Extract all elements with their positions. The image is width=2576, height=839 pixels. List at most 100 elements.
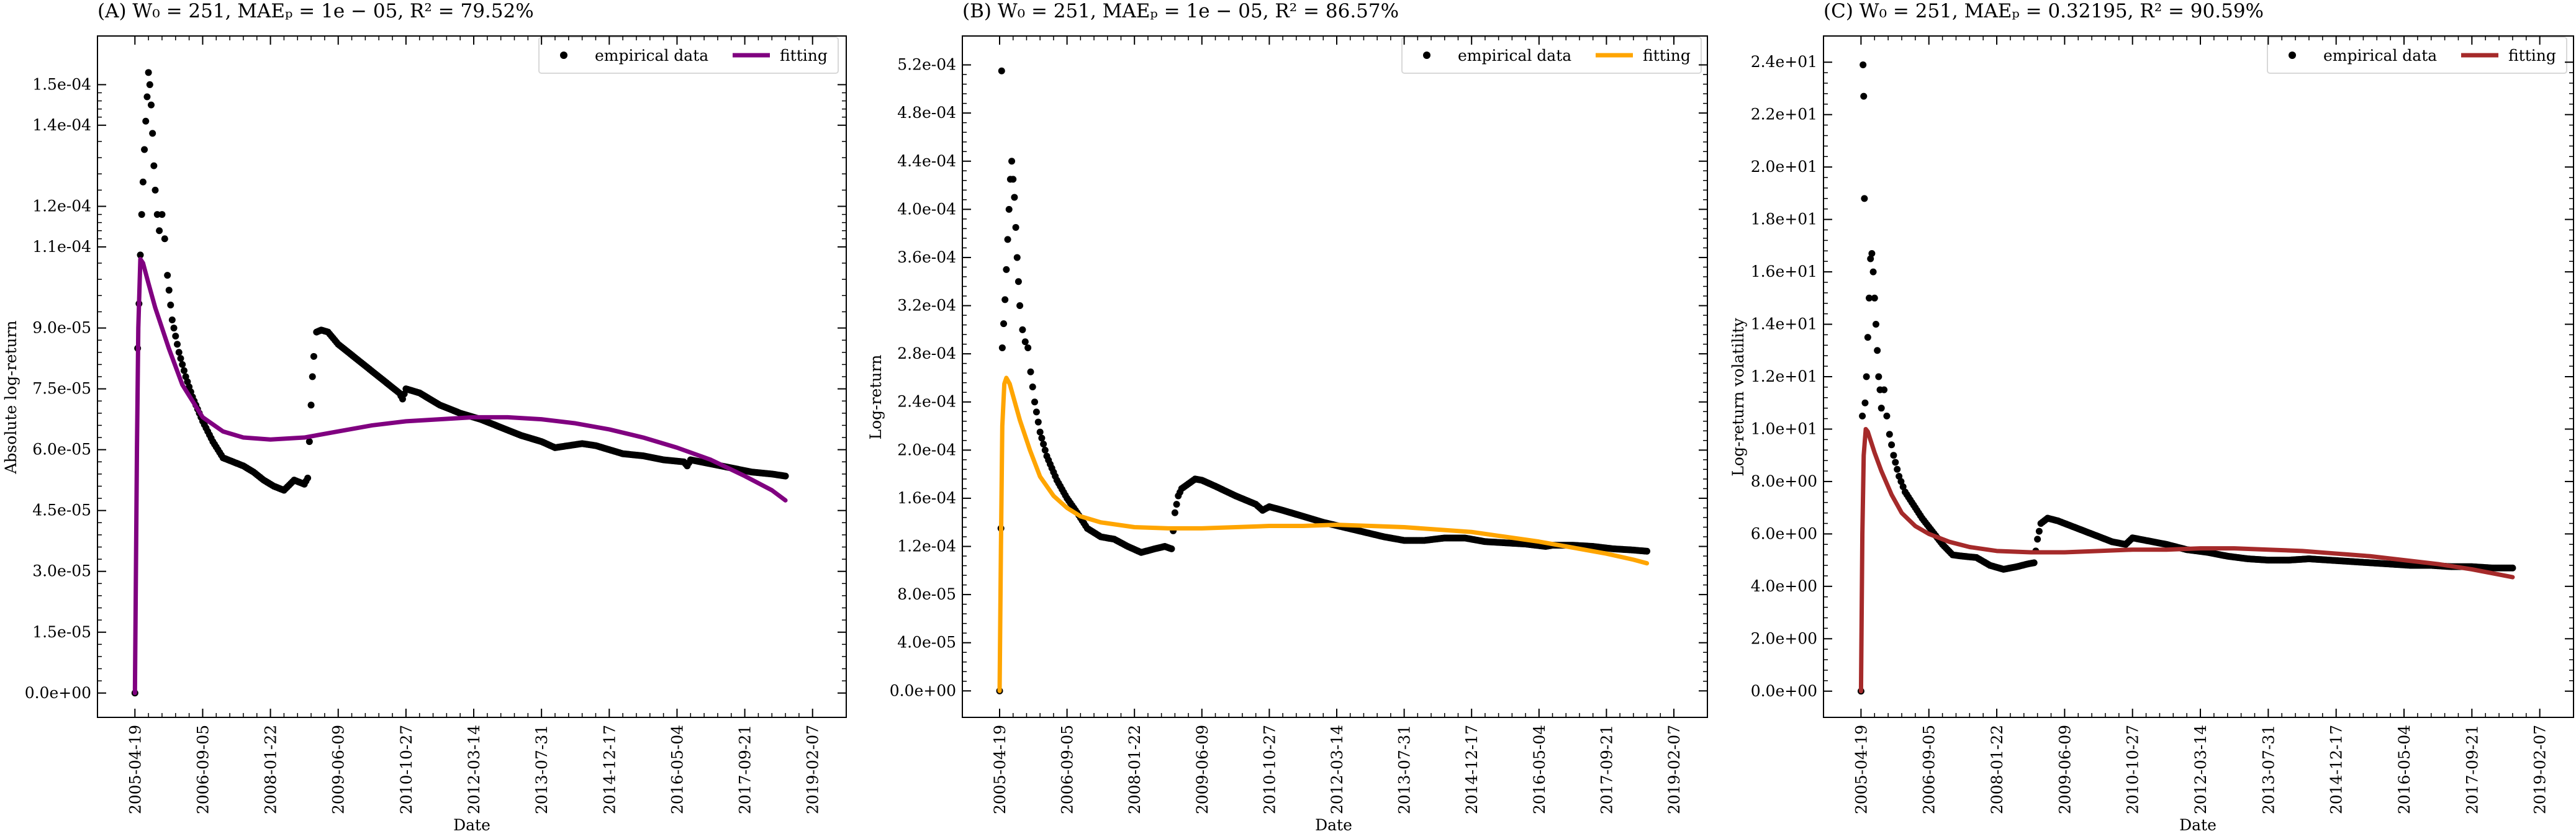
- panel-b-empirical-point: [1011, 194, 1018, 201]
- panel-b-x-tick-label: 2019-02-07: [1665, 725, 1683, 814]
- panel-c-x-tick-label: 2017-09-21: [2463, 725, 2481, 814]
- panel-a-empirical-point: [158, 211, 166, 218]
- panel-b-y-tick-label: 3.6e-04: [897, 248, 956, 266]
- panel-b-empirical-point: [1008, 158, 1016, 165]
- panel-c-empirical-point: [1861, 399, 1869, 406]
- panel-c-empirical-point: [1864, 334, 1871, 341]
- panel-c-empirical-point: [1878, 405, 1885, 412]
- panel-c-empirical-point: [2035, 527, 2043, 535]
- panel-c-y-tick-label: 1.0e+01: [1751, 420, 1817, 437]
- panel-b-empirical-point: [1038, 434, 1046, 442]
- panel-c-x-tick-label: 2012-03-14: [2192, 725, 2210, 814]
- panel-b-empirical-point: [1016, 302, 1024, 310]
- panel-b-x-tick-label: 2012-03-14: [1328, 725, 1346, 814]
- panel-a-x-tick-label: 2016-05-04: [668, 725, 686, 814]
- panel-a-empirical-point: [172, 333, 179, 340]
- panel-a-x-tick-label: 2005-04-19: [126, 725, 144, 814]
- panel-a-legend: empirical data fitting: [538, 37, 839, 74]
- panel-c-empirical-point: [1890, 452, 1897, 459]
- panel-a-empirical-point: [149, 130, 156, 137]
- panel-a-x-tick-label: 2017-09-21: [736, 725, 754, 814]
- panel-b-empirical-point: [1029, 383, 1036, 390]
- panel-a-empirical-point: [174, 341, 181, 348]
- panel-c-y-tick-label: 4.0e+00: [1751, 577, 1817, 595]
- panel-a-empirical-point: [139, 178, 147, 186]
- panel-b-fitting-line: [997, 375, 1650, 693]
- panel-c-empirical-point: [1897, 478, 1905, 485]
- panel-a-y-tick-label: 9.0e-05: [32, 319, 91, 337]
- panel-c: (C) W₀ = 251, MAEₚ = 0.32195, R² = 90.59…: [1729, 0, 2574, 834]
- panel-a-x-tick-label: 2013-07-31: [533, 725, 551, 814]
- panel-b-empirical-point: [1015, 278, 1022, 285]
- panel-a-legend-box: [538, 37, 839, 74]
- panel-a-empirical-point: [177, 355, 184, 362]
- panel-a-empirical-point: [138, 211, 145, 218]
- panel-c-empirical-point: [2034, 536, 2041, 543]
- panel-b: (B) W₀ = 251, MAEₚ = 1e − 05, R² = 86.57…: [867, 0, 1708, 834]
- panel-c-y-tick-label: 2.0e+00: [1751, 629, 1817, 647]
- panel-b-y-tick-label: 4.4e-04: [897, 152, 956, 170]
- panel-a-empirical-point: [309, 373, 316, 380]
- panel-c-empirical-point: [1860, 61, 1867, 68]
- panel-b-y-tick-label: 5.2e-04: [897, 56, 956, 74]
- panel-b-legend-marker: [1423, 52, 1430, 59]
- panel-a-empirical-point: [179, 361, 186, 368]
- panel-a-empirical-point: [142, 117, 150, 125]
- panel-a-y-tick-label: 4.5e-05: [32, 501, 91, 519]
- panel-c-x-tick-label: 2019-02-07: [2531, 725, 2549, 814]
- panel-b-x-tick-label: 2016-05-04: [1530, 725, 1548, 814]
- panel-a-x-label: Date: [453, 816, 490, 834]
- panel-a-legend-marker: [560, 52, 567, 59]
- panel-c-legend-box: [2267, 37, 2567, 74]
- panel-c-x-tick-label: 2014-12-17: [2328, 725, 2346, 814]
- panel-b-empirical-point: [1021, 338, 1029, 346]
- panel-c-x-label: Date: [2179, 816, 2217, 834]
- panel-c-empirical-point: [1886, 431, 1893, 438]
- panel-b-y-tick-label: 3.2e-04: [897, 297, 956, 315]
- panel-a: (A) W₀ = 251, MAEₚ = 1e − 05, R² = 79.52…: [2, 0, 847, 834]
- panel-a-y-tick-label: 3.0e-05: [32, 562, 91, 580]
- panel-c-x-tick-label: 2016-05-04: [2395, 725, 2413, 814]
- panel-c-legend: empirical data fitting: [2267, 37, 2567, 74]
- panel-b-y-tick-label: 4.0e-04: [897, 200, 956, 218]
- panel-b-empirical-series: [996, 67, 1651, 694]
- panel-a-x-tick-label: 2008-01-22: [262, 725, 280, 814]
- panel-b-x-label: Date: [1315, 816, 1352, 834]
- panel-c-y-tick-label: 2.0e+01: [1751, 158, 1817, 176]
- panel-a-y-tick-label: 6.0e-05: [32, 441, 91, 459]
- panel-b-empirical-point: [1034, 418, 1042, 426]
- panel-b-empirical-point: [1003, 266, 1010, 273]
- panel-a-empirical-point: [304, 474, 312, 482]
- panel-a-x-tick-label: 2010-10-27: [397, 725, 415, 814]
- panel-b-x-tick-label: 2009-06-09: [1193, 725, 1211, 814]
- panel-b-empirical-point: [1040, 441, 1047, 448]
- panel-b-empirical-point: [1013, 254, 1021, 261]
- panel-c-empirical-point: [2030, 559, 2038, 567]
- panel-a-empirical-point: [168, 316, 176, 323]
- panel-b-legend-empirical: empirical data: [1458, 47, 1571, 65]
- panel-b-y-tick-label: 4.8e-04: [897, 104, 956, 122]
- panel-b-empirical-point: [1019, 326, 1026, 333]
- panel-b-x-tick-label: 2006-09-05: [1059, 725, 1077, 814]
- panel-c-empirical-point: [1863, 373, 1870, 380]
- panel-c-y-tick-label: 1.8e+01: [1751, 210, 1817, 228]
- panel-c-y-tick-label: 6.0e+00: [1751, 524, 1817, 542]
- panel-a-empirical-point: [782, 472, 789, 480]
- panel-b-empirical-point: [1010, 176, 1017, 183]
- panel-a-empirical-point: [305, 438, 313, 446]
- panel-c-x-tick-label: 2006-09-05: [1920, 725, 1938, 814]
- panel-a-empirical-point: [307, 402, 315, 409]
- panel-b-y-tick-label: 0.0e+00: [890, 681, 956, 699]
- panel-c-fitting-line: [1858, 426, 2515, 694]
- panel-c-legend-marker: [2289, 52, 2296, 59]
- panel-a-empirical-point: [153, 211, 161, 218]
- panel-c-x-tick-label: 2009-06-09: [2056, 725, 2074, 814]
- panel-b-y-tick-label: 4.0e-05: [897, 634, 956, 652]
- panel-a-frame: [97, 35, 847, 718]
- panel-c-empirical-point: [1894, 465, 1901, 473]
- panel-c-empirical-point: [1872, 321, 1879, 328]
- panel-b-legend-fitting: fitting: [1643, 47, 1691, 65]
- panel-c-y-tick-label: 1.6e+01: [1751, 262, 1817, 280]
- panel-c-y-label: Log-return volatility: [1729, 317, 1747, 476]
- panel-a-legend-fitting: fitting: [780, 47, 828, 65]
